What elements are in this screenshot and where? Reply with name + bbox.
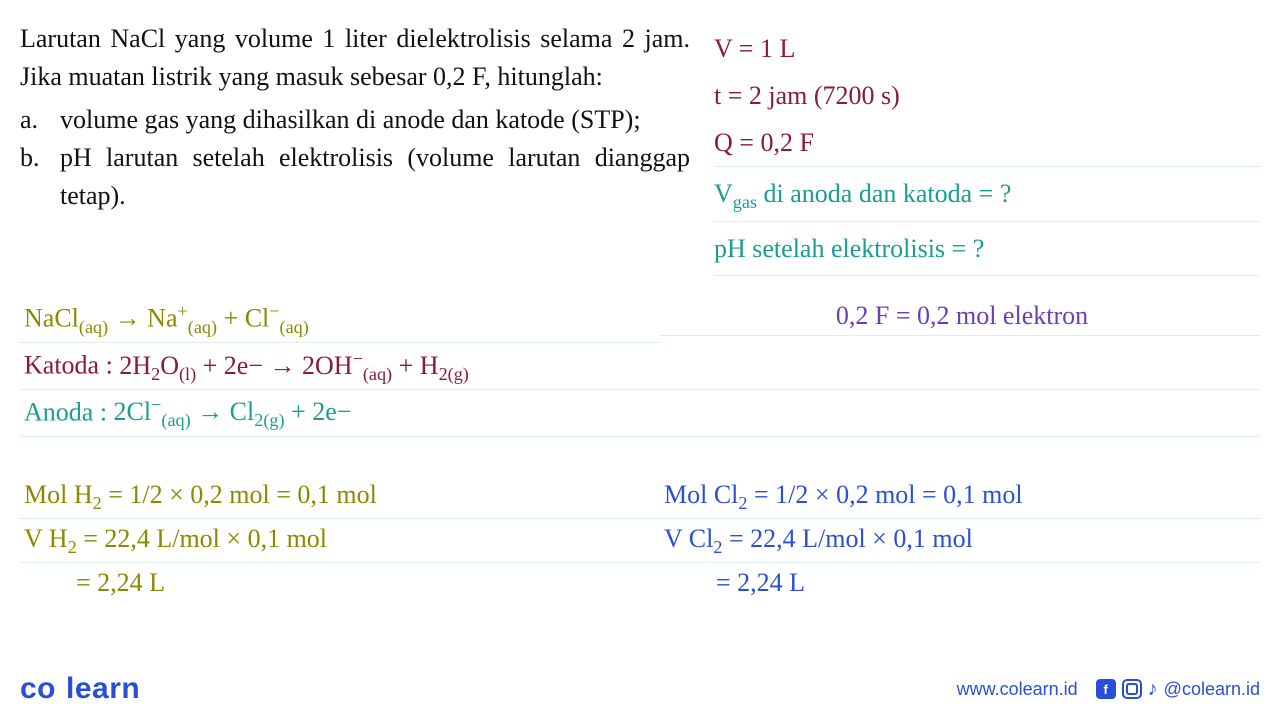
- problem-item-a-label: a.: [20, 101, 60, 139]
- anode-line: Anoda : 2Cl−(aq) → Cl2(g) + 2e−: [20, 390, 1260, 437]
- anode-eq: 2Cl−(aq) → Cl2(g) + 2e−: [114, 397, 352, 426]
- h2-vol-2: = 2,24 L: [20, 563, 660, 602]
- h2-mol: Mol H2 = 1/2 × 0,2 mol = 0,1 mol: [20, 475, 660, 519]
- cl2-vol-2: = 2,24 L: [660, 563, 1260, 602]
- brand-logo: colearn: [20, 672, 140, 706]
- asked-vgas: Vgas di anoda dan katoda = ?: [714, 166, 1260, 221]
- footer-url: www.colearn.id: [957, 679, 1078, 700]
- cathode-eq: 2H2O(l) + 2e− → 2OH−(aq) + H2(g): [119, 351, 469, 380]
- anode-label: Anoda :: [24, 397, 114, 426]
- work-area: NaCl(aq) → Na+(aq) + Cl−(aq) 0,2 F = 0,2…: [0, 276, 1280, 602]
- given-panel: V = 1 L t = 2 jam (7200 s) Q = 0,2 F Vga…: [690, 20, 1260, 276]
- problem-intro: Larutan NaCl yang volume 1 liter dielekt…: [20, 20, 690, 95]
- footer-handle: @colearn.id: [1164, 679, 1260, 700]
- cathode-line: Katoda : 2H2O(l) + 2e− → 2OH−(aq) + H2(g…: [20, 343, 1260, 390]
- problem-item-b-text: pH larutan setelah elektrolisis (volume …: [60, 139, 690, 214]
- problem-item-b-label: b.: [20, 139, 60, 214]
- logo-part-1: co: [20, 672, 56, 705]
- given-volume: V = 1 L: [714, 26, 1260, 73]
- facebook-icon: f: [1096, 679, 1116, 699]
- problem-item-b: b. pH larutan setelah elektrolisis (volu…: [20, 139, 690, 214]
- problem-item-a-text: volume gas yang dihasilkan di anode dan …: [60, 101, 690, 139]
- footer: colearn www.colearn.id f ♪ @colearn.id: [20, 672, 1260, 706]
- footer-icons: f ♪ @colearn.id: [1096, 678, 1260, 701]
- cathode-label: Katoda :: [24, 351, 119, 380]
- instagram-icon: [1122, 679, 1142, 699]
- tiktok-icon: ♪: [1148, 678, 1158, 701]
- logo-part-2: learn: [66, 672, 140, 705]
- given-charge: Q = 0,2 F: [714, 120, 1260, 167]
- asked-vgas-sub: gas: [733, 193, 757, 213]
- cl2-mol: Mol Cl2 = 1/2 × 0,2 mol = 0,1 mol: [660, 475, 1260, 519]
- h2-vol-1: V H2 = 22,4 L/mol × 0,1 mol: [20, 519, 660, 563]
- problem-list: a. volume gas yang dihasilkan di anode d…: [20, 101, 690, 214]
- asked-vgas-pre: V: [714, 179, 733, 208]
- cl2-vol-1: V Cl2 = 22,4 L/mol × 0,1 mol: [660, 519, 1260, 563]
- given-time: t = 2 jam (7200 s): [714, 73, 1260, 120]
- electron-note: 0,2 F = 0,2 mol elektron: [660, 296, 1260, 336]
- dissociation-eq: NaCl(aq) → Na+(aq) + Cl−(aq): [20, 296, 660, 343]
- problem-item-a: a. volume gas yang dihasilkan di anode d…: [20, 101, 690, 139]
- asked-vgas-post: di anoda dan katoda = ?: [757, 179, 1011, 208]
- asked-ph: pH setelah elektrolisis = ?: [714, 221, 1260, 276]
- problem-statement: Larutan NaCl yang volume 1 liter dielekt…: [20, 20, 690, 276]
